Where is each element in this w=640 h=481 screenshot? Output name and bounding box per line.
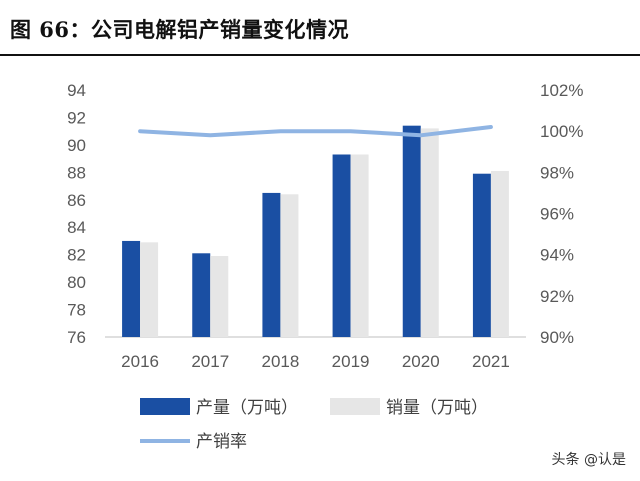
sales-bar (140, 242, 159, 337)
production-bar (192, 253, 211, 337)
y-right-tick-label: 96% (540, 205, 574, 224)
y-left-tick-label: 80 (67, 273, 86, 292)
y-right-tick-label: 98% (540, 163, 574, 182)
y-left-tick-label: 88 (67, 163, 86, 182)
watermark: 头条 @认是 (551, 452, 626, 468)
y-left-tick-label: 90 (67, 136, 86, 155)
y-left-tick-label: 84 (67, 218, 86, 237)
figure-title: 图 66：公司电解铝产销量变化情况 (10, 17, 350, 42)
production-bar (472, 173, 491, 337)
sales-rate-line (138, 125, 493, 138)
legend-rate-label: 产销率 (196, 432, 247, 452)
production-bar (262, 192, 281, 337)
sales-bar (280, 194, 299, 337)
y-right-tick-label: 100% (540, 122, 583, 141)
sales-bar (350, 154, 369, 337)
legend-sales-label: 销量（万吨） (386, 398, 488, 418)
y-left-tick-label: 92 (67, 108, 86, 127)
production-bar (332, 154, 351, 337)
legend-production-label: 产量（万吨） (196, 398, 298, 418)
y-right-tick-label: 94% (540, 246, 574, 265)
y-left-tick-label: 82 (67, 246, 86, 265)
chart-legend: 产量（万吨） 销量（万吨） 产销率 (140, 398, 488, 452)
y-right-tick-label: 90% (540, 328, 574, 347)
x-tick-label: 2019 (332, 352, 370, 371)
y-left-tick-label: 76 (67, 328, 86, 347)
legend-production-swatch (140, 398, 190, 415)
chart-ticks: 76 78 80 82 84 86 88 90 92 94 90% 92% 94% 96% 98% 100% 1… (67, 81, 583, 371)
chart-line (138, 125, 493, 138)
x-tick-label: 2016 (121, 352, 159, 371)
sales-bar (490, 170, 509, 337)
legend-sales-swatch (330, 398, 380, 415)
x-tick-label: 2017 (191, 352, 229, 371)
production-bar (402, 125, 421, 337)
title-rule (0, 54, 640, 56)
y-left-tick-label: 78 (67, 301, 86, 320)
x-tick-label: 2020 (402, 352, 440, 371)
x-tick-label: 2021 (472, 352, 510, 371)
production-bar (122, 240, 141, 337)
y-right-tick-label: 92% (540, 287, 574, 306)
y-right-tick-label: 102% (540, 81, 583, 100)
sales-bar (420, 128, 439, 337)
chart-bars (122, 125, 509, 337)
sales-bar (210, 256, 229, 337)
y-left-tick-label: 86 (67, 191, 86, 210)
x-tick-label: 2018 (262, 352, 300, 371)
y-left-tick-label: 94 (67, 81, 86, 100)
